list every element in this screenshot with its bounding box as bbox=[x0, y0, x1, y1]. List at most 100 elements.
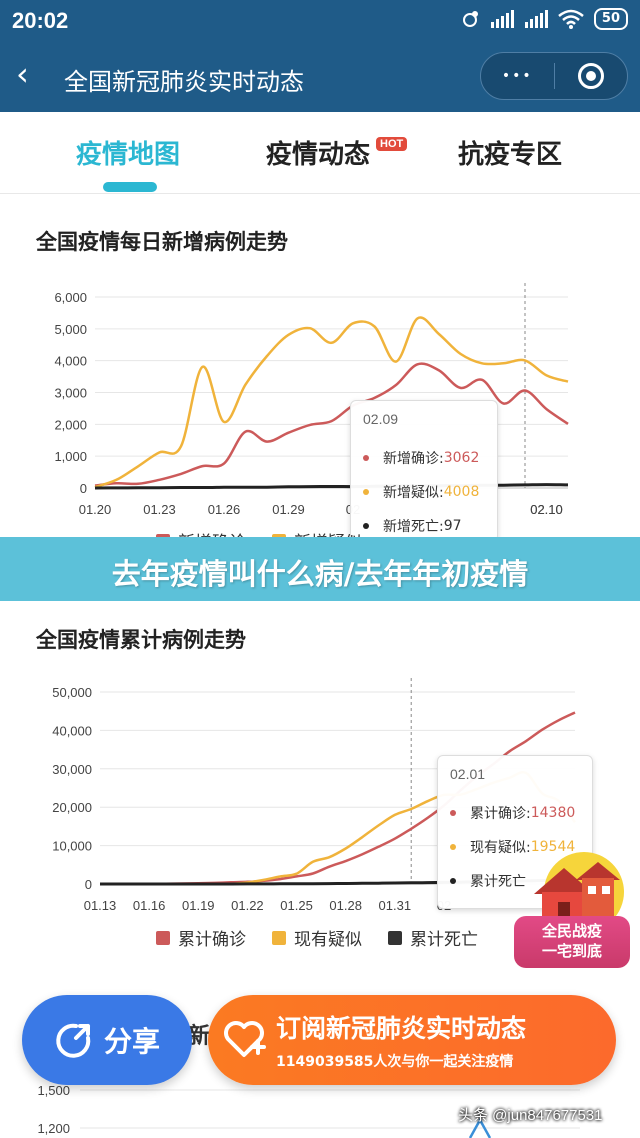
share-icon bbox=[56, 1023, 91, 1058]
campaign-ribbon: 全民战疫 一宅到底 bbox=[514, 916, 630, 968]
tooltip-label: 新增疑似: bbox=[383, 485, 444, 501]
y-tick-label: 2,000 bbox=[54, 417, 87, 432]
y-tick-label: 3,000 bbox=[54, 386, 87, 401]
y-tick-label: 50,000 bbox=[52, 685, 92, 700]
tooltip-row-death: 新增死亡: 97 bbox=[363, 509, 485, 543]
status-time: 20:02 bbox=[12, 8, 69, 33]
y-tick-label: 30,000 bbox=[52, 762, 92, 777]
tab-anti-epidemic[interactable]: 抗疫专区 bbox=[458, 140, 563, 170]
legend-item-total-confirmed[interactable]: 累计确诊 bbox=[156, 925, 246, 950]
hot-badge: HOT bbox=[376, 137, 408, 151]
target-icon bbox=[577, 63, 604, 89]
tab-epidemic-news[interactable]: 疫情动态 bbox=[266, 140, 371, 170]
tooltip-row-death: 累计死亡 bbox=[450, 864, 580, 898]
tooltip-label: 新增死亡: bbox=[383, 519, 444, 535]
status-icons: 50 bbox=[460, 8, 628, 30]
tab-bar: 疫情地图 疫情动态 抗疫专区 bbox=[0, 112, 640, 194]
tooltip-date: 02.01 bbox=[450, 766, 486, 782]
tooltip-value: 4008 bbox=[443, 484, 480, 500]
article-title-banner: 去年疫情叫什么病/去年年初疫情 bbox=[0, 537, 640, 601]
legend-label: 现有疑似 bbox=[294, 930, 362, 950]
x-tick-label: 01.13 bbox=[84, 898, 117, 913]
subscribe-button[interactable]: 订阅新冠肺炎实时动态 1149039585人次与你一起关注疫情 bbox=[208, 995, 616, 1085]
tooltip-label: 新增确诊: bbox=[383, 451, 444, 467]
x-tick-label: 01.25 bbox=[280, 898, 313, 913]
x-tick-label: 01.28 bbox=[329, 898, 362, 913]
tooltip-label: 累计确诊: bbox=[470, 806, 531, 822]
share-label: 分享 bbox=[103, 1025, 160, 1058]
x-tick-label: 01.26 bbox=[208, 502, 241, 517]
tooltip-row-confirmed: 累计确诊: 14380 bbox=[450, 796, 580, 830]
x-tick-label: 02.10 bbox=[530, 502, 563, 517]
tooltip-date: 02.09 bbox=[363, 411, 399, 427]
daily-chart-tooltip: 02.09 新增确诊: 3062 新增疑似: 4008 新增死亡: 97 bbox=[350, 400, 498, 542]
title-bar: ‹ 全国新冠肺炎实时动态 ••• bbox=[0, 44, 640, 108]
y-tick-label: 1,200 bbox=[37, 1121, 70, 1136]
subscribe-subtitle: 1149039585人次与你一起关注疫情 bbox=[276, 1054, 514, 1070]
active-tab-indicator bbox=[103, 182, 157, 192]
y-tick-label: 20,000 bbox=[52, 800, 92, 815]
tooltip-row-confirmed: 新增确诊: 3062 bbox=[363, 441, 485, 475]
daily-chart-title: 全国疫情每日新增病例走势 bbox=[36, 230, 288, 254]
signal-icon-2 bbox=[524, 10, 548, 28]
third-chart-title-fragment: 新 bbox=[188, 1024, 211, 1049]
more-icon: ••• bbox=[501, 68, 533, 84]
x-tick-label: 01.20 bbox=[79, 502, 112, 517]
y-tick-label: 4,000 bbox=[54, 354, 87, 369]
x-tick-label: 01.31 bbox=[379, 898, 412, 913]
sync-icon bbox=[462, 11, 478, 27]
campaign-line-1: 全民战疫 bbox=[541, 922, 602, 940]
x-tick-label: 01.29 bbox=[272, 502, 305, 517]
y-tick-label: 0 bbox=[85, 877, 92, 892]
series-line-peek bbox=[468, 1117, 492, 1138]
legend-label: 累计确诊 bbox=[178, 930, 246, 950]
cumulative-chart-title: 全国疫情累计病例走势 bbox=[36, 628, 246, 652]
mini-program-capsule: ••• bbox=[480, 52, 628, 100]
tooltip-label: 累计死亡 bbox=[470, 874, 526, 890]
tooltip-value: 19544 bbox=[530, 839, 576, 855]
tooltip-row-suspected: 新增疑似: 4008 bbox=[363, 475, 485, 509]
series-line-1 bbox=[94, 316, 569, 489]
legend-label: 累计死亡 bbox=[410, 930, 478, 950]
x-tick-label: 01.19 bbox=[182, 898, 215, 913]
back-icon[interactable]: ‹ bbox=[16, 55, 29, 93]
status-bar: 20:02 50 bbox=[0, 0, 640, 40]
tooltip-value: 97 bbox=[443, 518, 462, 534]
daily-new-cases-chart[interactable]: 0 1,000 2,000 3,000 4,000 5,000 6,000 01.20 01.2… bbox=[0, 280, 640, 530]
y-tick-label: 40,000 bbox=[52, 723, 92, 738]
campaign-badge[interactable]: 全民战疫 一宅到底 bbox=[514, 850, 630, 968]
tab-epidemic-map[interactable]: 疫情地图 bbox=[76, 140, 181, 170]
legend-item-total-death[interactable]: 累计死亡 bbox=[388, 925, 478, 950]
cumulative-chart-legend: 累计确诊 现有疑似 累计死亡 bbox=[156, 925, 478, 950]
wifi-icon bbox=[558, 9, 584, 29]
app-header: 20:02 50 ‹ 全国新冠肺炎实时动态 ••• bbox=[0, 0, 640, 112]
legend-item-current-suspected[interactable]: 现有疑似 bbox=[272, 925, 362, 950]
y-tick-label: 10,000 bbox=[52, 839, 92, 854]
page-title: 全国新冠肺炎实时动态 bbox=[64, 68, 304, 96]
battery-icon: 50 bbox=[593, 8, 628, 30]
heart-plus-icon bbox=[224, 1021, 266, 1057]
signal-icon bbox=[490, 10, 514, 28]
y-tick-label: 0 bbox=[80, 481, 87, 496]
x-tick-label: 01.22 bbox=[231, 898, 264, 913]
third-chart-peek: 1,500 1,200 bbox=[37, 1083, 580, 1138]
cumulative-cases-chart[interactable]: 0 10,000 20,000 30,000 40,000 50,000 01.13 01.1… bbox=[0, 676, 640, 916]
tooltip-value: 14380 bbox=[530, 805, 576, 821]
y-tick-label: 6,000 bbox=[54, 290, 87, 305]
more-button[interactable]: ••• bbox=[481, 53, 554, 99]
tooltip-row-suspected: 现有疑似: 19544 bbox=[450, 830, 580, 864]
tooltip-value: 3062 bbox=[443, 450, 480, 466]
close-button[interactable] bbox=[555, 53, 628, 99]
y-tick-label: 5,000 bbox=[54, 322, 87, 337]
watermark: 头条 @jun847677531 bbox=[458, 1107, 603, 1124]
subscribe-title: 订阅新冠肺炎实时动态 bbox=[276, 1014, 527, 1043]
x-tick-label: 02.10 bbox=[530, 502, 563, 517]
capsule-divider bbox=[553, 63, 555, 89]
x-tick-label: 01.23 bbox=[143, 502, 176, 517]
house-icon bbox=[534, 852, 624, 925]
series-line-0 bbox=[94, 362, 569, 487]
tooltip-label: 现有疑似: bbox=[470, 840, 531, 856]
banner-text: 去年疫情叫什么病/去年年初疫情 bbox=[111, 557, 529, 591]
share-button[interactable]: 分享 bbox=[22, 995, 192, 1085]
y-tick-label: 1,000 bbox=[54, 449, 87, 464]
